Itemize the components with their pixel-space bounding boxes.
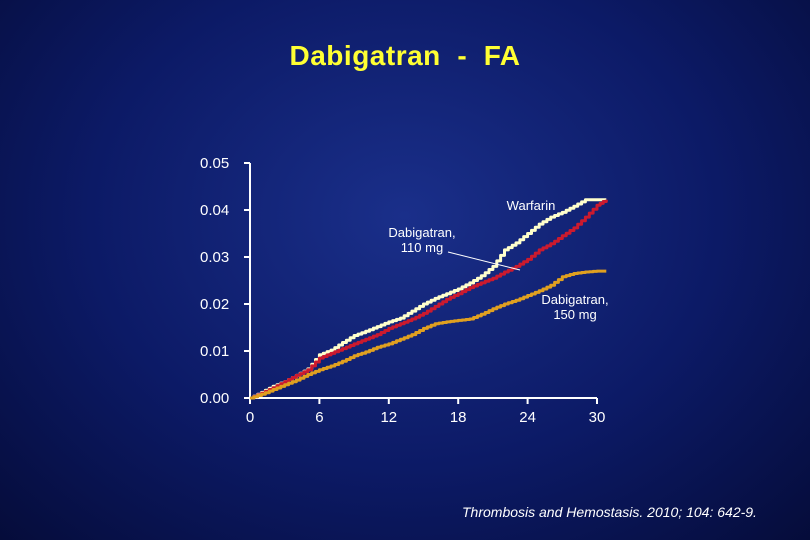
dabigatran-150-line bbox=[250, 269, 607, 400]
warfarin-label: Warfarin bbox=[507, 198, 556, 213]
y-tick-label: 0.02 bbox=[200, 296, 229, 313]
dabigatran-110-label: 110 mg bbox=[401, 240, 443, 255]
dabigatran-150-label: 150 mg bbox=[553, 307, 596, 322]
x-tick-label: 30 bbox=[589, 409, 606, 426]
y-tick-label: 0.03 bbox=[200, 249, 229, 266]
x-tick-label: 12 bbox=[380, 409, 397, 426]
y-tick-label: 0.05 bbox=[200, 155, 229, 172]
y-tick-label: 0.00 bbox=[200, 390, 229, 407]
dabigatran-110-line bbox=[250, 199, 608, 400]
chart-axes bbox=[249, 163, 597, 399]
page-title: Dabigatran - FA bbox=[289, 40, 521, 71]
x-tick-label: 0 bbox=[246, 409, 254, 426]
dabigatran-110-pointer-line bbox=[447, 251, 521, 271]
dabigatran-150-label: Dabigatran, bbox=[541, 292, 608, 307]
x-tick-label: 6 bbox=[315, 409, 323, 426]
y-tick-label: 0.01 bbox=[200, 343, 229, 360]
y-ticks: 0.00 0.01 0.02 0.03 0.04 0.05 bbox=[200, 155, 250, 407]
y-tick-label: 0.04 bbox=[200, 202, 229, 219]
x-tick-label: 24 bbox=[519, 409, 536, 426]
citation-text: Thrombosis and Hemostasis. 2010; 104: 64… bbox=[462, 504, 757, 520]
x-ticks: 0 6 12 18 24 30 bbox=[246, 398, 606, 426]
x-tick-label: 18 bbox=[450, 409, 467, 426]
dabigatran-110-label: Dabigatran, bbox=[388, 225, 455, 240]
series-lines bbox=[250, 198, 608, 400]
